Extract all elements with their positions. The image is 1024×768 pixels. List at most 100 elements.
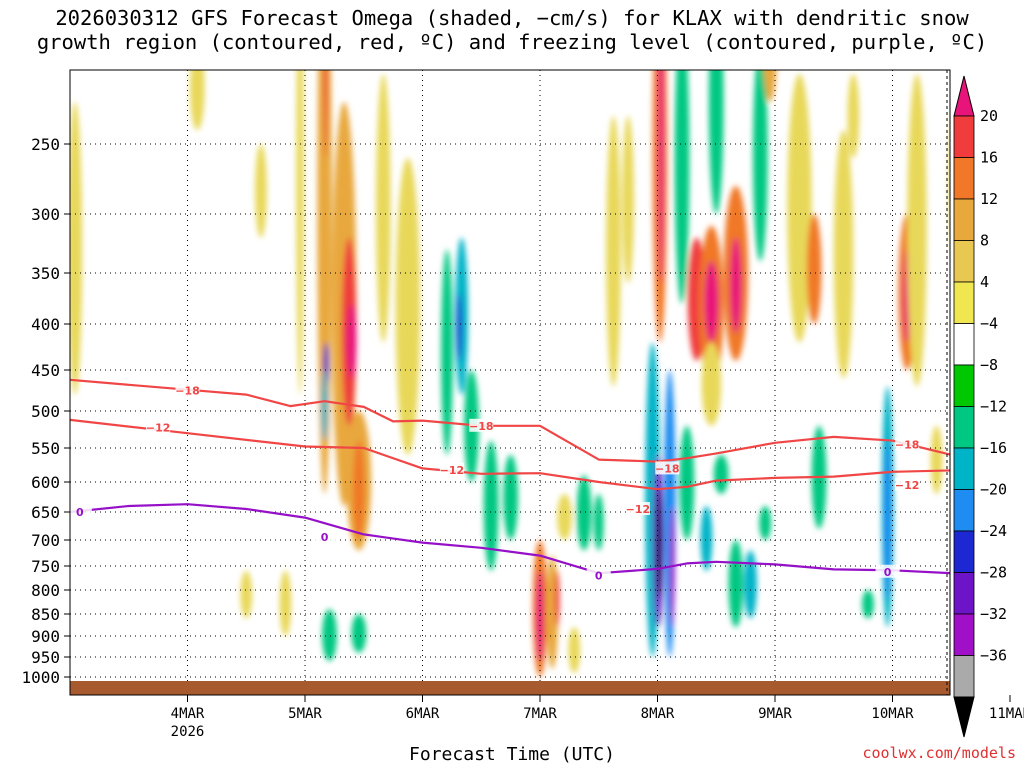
omega-region: [708, 70, 724, 214]
colorbar-label: −36: [980, 647, 1007, 665]
x-tick-label: 7MAR: [523, 706, 557, 722]
y-tick-label: 850: [31, 605, 60, 624]
colorbar-label: 8: [980, 232, 989, 250]
colorbar: 20 16 12 8 4 −4 −8 −12 −16 −20 −24 −28 −32 −36: [953, 75, 1007, 738]
gridlines: [70, 70, 950, 695]
colorbar-swatch: [953, 157, 975, 200]
y-tick-label: 450: [31, 361, 60, 380]
omega-region: [323, 70, 328, 158]
colorbar-label: −8: [980, 356, 998, 374]
omega-region: [503, 454, 518, 540]
colorbar-label: −16: [980, 439, 1007, 457]
omega-region: [759, 506, 772, 540]
omega-region: [70, 102, 83, 395]
colorbar-top-arrow: [953, 75, 975, 117]
y-tick-label: 500: [31, 402, 60, 421]
title-line-2: growth region (contoured, red, ºC) and f…: [36, 30, 988, 54]
contour-line: [70, 418, 950, 491]
chart-title: 2026030312 GFS Forecast Omega (shaded, −…: [0, 6, 1024, 54]
credit-text: coolwx.com/models: [862, 744, 1016, 762]
contour-label-bg: [586, 568, 611, 582]
omega-region: [322, 609, 337, 661]
contour-label-bg: [469, 418, 494, 432]
omega-region: [847, 74, 860, 158]
colorbar-swatch: [953, 323, 975, 366]
omega-region: [317, 70, 332, 494]
colorbar-swatch: [953, 530, 975, 573]
omega-region: [713, 454, 729, 494]
omega-region: [883, 440, 892, 600]
y-tick-label: 750: [31, 557, 60, 576]
omega-region: [352, 440, 365, 540]
x-tick-label: 4MAR: [171, 706, 205, 722]
colorbar-label: 12: [980, 190, 998, 208]
contour-label: 0: [76, 506, 84, 519]
title-line-1: 2026030312 GFS Forecast Omega (shaded, −…: [55, 6, 969, 30]
x-tick-sublabel: 2026: [171, 724, 205, 740]
contour-label: −18: [469, 420, 494, 433]
x-tick-label: 5MAR: [288, 706, 322, 722]
x-tick-label: 8MAR: [641, 706, 675, 722]
contour-label: −18: [655, 462, 680, 475]
y-tick-label: 350: [31, 264, 60, 283]
omega-region: [787, 74, 812, 343]
colorbar-label: −12: [980, 398, 1007, 416]
x-tick-label: 6MAR: [406, 706, 440, 722]
omega-region: [930, 425, 943, 494]
y-tick-label: 600: [31, 473, 60, 492]
colorbar-label: −32: [980, 605, 1007, 623]
contour-label: −12: [626, 503, 651, 516]
colorbar-swatch: [953, 489, 975, 532]
y-tick-label: 400: [31, 315, 60, 334]
colorbar-bottom-arrow: [953, 696, 975, 738]
colorbar-swatch: [953, 364, 975, 407]
omega-region: [907, 74, 927, 387]
omega-shading: [70, 0, 950, 677]
colorbar-label: −24: [980, 522, 1007, 540]
contour-label-bg: [875, 564, 900, 578]
colorbar-swatch: [953, 406, 975, 449]
omega-region: [701, 342, 722, 426]
omega-region: [744, 550, 757, 619]
omega-region: [189, 70, 205, 130]
colorbar-swatch: [953, 115, 975, 158]
omega-region: [622, 116, 634, 284]
y-tick-label: 1000: [21, 668, 60, 687]
colorbar-swatch: [953, 572, 975, 615]
y-tick-label: 950: [31, 648, 60, 667]
colorbar-swatch: [953, 613, 975, 656]
y-tick-label: 800: [31, 581, 60, 600]
omega-region: [321, 370, 328, 441]
omega-region: [700, 506, 713, 571]
omega-region: [674, 70, 690, 304]
omega-region: [752, 70, 768, 262]
contour-label: −18: [175, 385, 200, 398]
y-tick-label: 900: [31, 627, 60, 646]
x-axis-ticks: 4MAR 2026 5MAR 6MAR 7MAR 8MAR 9MAR 10MAR 11MAR: [171, 695, 1024, 740]
omega-region: [557, 494, 572, 540]
omega-region: [483, 440, 499, 571]
omega-region: [657, 70, 664, 284]
contour-labels: −18 −12 −18 −12 −18 −12 −18 −12 0 0 0 0: [67, 383, 920, 583]
contour-label: −18: [895, 438, 920, 451]
omega-region: [862, 590, 874, 619]
y-tick-label: 250: [31, 135, 60, 154]
omega-region: [763, 70, 777, 102]
omega-region: [679, 425, 695, 540]
omega-region: [606, 116, 621, 387]
contour-label: −12: [440, 464, 465, 477]
omega-region: [656, 488, 662, 600]
y-tick-label: 550: [31, 439, 60, 458]
x-tick-label: 10MAR: [871, 706, 914, 722]
contour-label-bg: [895, 437, 920, 451]
x-axis-label: Forecast Time (UTC): [409, 744, 615, 765]
ground-terrain: [70, 681, 950, 695]
contour-label-bg: [175, 383, 200, 397]
omega-region: [568, 627, 581, 673]
omega-region: [554, 570, 560, 628]
x-tick-label: 11MAR: [989, 706, 1024, 722]
contour-label-bg: [895, 478, 920, 491]
omega-region: [591, 0, 606, 46]
contour-label-bg: [439, 462, 464, 476]
